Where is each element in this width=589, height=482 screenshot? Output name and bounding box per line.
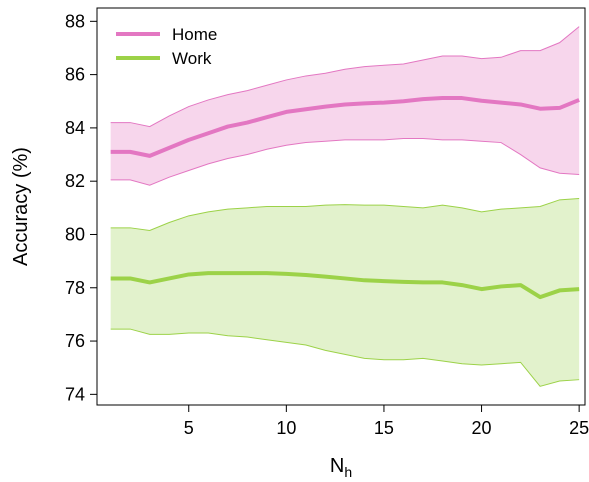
y-tick-label: 88 xyxy=(65,11,85,31)
x-axis-ticks: 5 10 15 20 25 xyxy=(184,405,589,438)
series-lines xyxy=(110,26,580,387)
x-axis-title-subscript: h xyxy=(344,464,352,480)
x-tick-label: 10 xyxy=(276,418,296,438)
y-axis-title: Accuracy (%) xyxy=(10,147,32,266)
y-tick-label: 80 xyxy=(65,224,85,244)
home-lower-bound-line xyxy=(110,138,580,186)
y-tick-label: 78 xyxy=(65,278,85,298)
x-tick-label: 20 xyxy=(472,418,492,438)
y-tick-label: 74 xyxy=(65,384,85,404)
y-tick-label: 76 xyxy=(65,331,85,351)
home-mean-line xyxy=(110,96,580,158)
x-tick-label: 5 xyxy=(184,418,194,438)
y-tick-label: 86 xyxy=(65,65,85,85)
work-upper-bound-line xyxy=(110,198,580,231)
legend: Home Work xyxy=(116,25,217,68)
legend-label-home: Home xyxy=(172,25,217,44)
work-lower-bound-line xyxy=(110,328,580,387)
plot-area-frame xyxy=(96,7,586,406)
y-axis-ticks: 74 76 78 80 82 84 86 88 xyxy=(65,11,97,404)
home-upper-bound-line xyxy=(110,26,580,128)
work-mean-line xyxy=(110,271,580,300)
confidence-bands xyxy=(110,26,580,387)
y-tick-label: 82 xyxy=(65,171,85,191)
x-axis-title: Nh xyxy=(330,455,352,480)
x-tick-label: 25 xyxy=(569,418,589,438)
work-band xyxy=(110,198,580,387)
y-tick-label: 84 xyxy=(65,118,85,138)
x-tick-label: 15 xyxy=(374,418,394,438)
x-axis-title-base: N xyxy=(330,455,344,477)
legend-label-work: Work xyxy=(172,49,212,68)
